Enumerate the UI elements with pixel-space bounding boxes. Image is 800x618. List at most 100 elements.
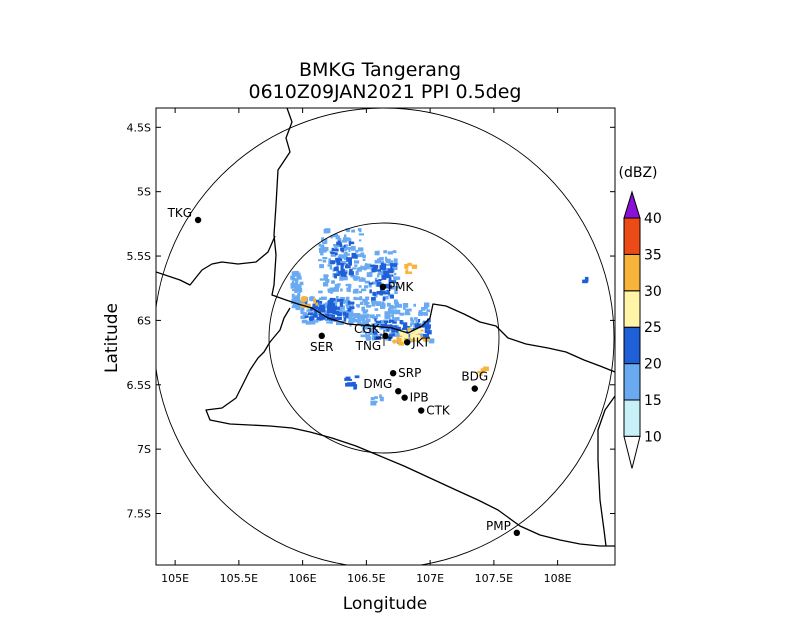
radar-echo-cell [329,265,333,270]
radar-echo-cell [343,245,346,248]
radar-echo-cell [362,325,368,330]
radar-echo-cell [344,237,351,241]
radar-echo-cell [315,299,320,304]
radar-echo-cell [352,267,357,270]
radar-echo-cell [348,271,354,276]
radar-echo-cell [391,287,395,290]
radar-echo-cell [477,370,481,374]
radar-echo-cell [362,266,365,269]
radar-echo-cell [309,320,316,325]
radar-echo-cell [393,326,398,330]
radar-echo-cell [322,257,328,260]
radar-echo-cell [325,278,330,283]
radar-echo-cell [418,311,424,316]
radar-echo-cell [323,228,329,234]
radar-echo-cell [399,320,403,325]
radar-echo-cell [403,322,408,327]
radar-echo-cell [324,311,328,314]
radar-echo-cell [382,297,386,301]
radar-echo-cell [333,244,337,247]
radar-echo-cell [374,259,378,264]
radar-echo-cell [408,328,415,331]
y-tick-label: 6S [137,314,151,327]
radar-echo-cell [370,397,375,401]
radar-echo-cell [392,321,397,324]
x-tick-label: 106E [289,572,317,585]
radar-echo-cell [348,317,354,322]
radar-echo-cell [355,297,361,301]
radar-echo-cell [382,295,389,300]
radar-echo-cell [350,275,356,278]
radar-echo-cell [319,278,326,281]
city-label-dmg: DMG [363,377,392,391]
x-axis-ticks: 105E 105.5E 106E 106.5E 107E 107.5E 108E [161,108,572,585]
radar-echo-cell [340,272,345,275]
radar-echo-cell [361,267,367,270]
colorbar-segment [623,399,641,437]
y-tick-label: 4.5S [127,121,151,134]
radar-echo-cell [423,338,430,342]
radar-echo-cell [384,283,390,289]
radar-echo-cell [381,275,387,280]
radar-echo-cell [359,296,363,301]
coastline-west-sumatra [156,235,276,286]
colorbar-over-triangle [623,190,641,219]
radar-echo-cell [331,314,335,320]
radar-echo-cell [323,247,329,252]
radar-echo-cell [320,244,325,248]
city-label-jkt: JKT [411,335,430,349]
radar-echo-cell [379,394,382,399]
radar-echo-cell [397,303,402,308]
radar-echo-cell [370,266,373,271]
radar-echo-cell [348,311,354,316]
colorbar-segment [623,326,641,365]
range-ring-100km [268,222,500,454]
radar-echo-cell [422,312,428,315]
radar-echo-cell [332,268,335,272]
radar-echo-cell [329,303,335,307]
plot-frame [155,107,616,566]
radar-echo-cell [404,264,409,269]
city-marker-cgk [382,332,389,340]
radar-echo-cell [314,309,317,314]
radar-echo-cell [405,269,409,275]
radar-echo-cell [355,271,359,276]
radar-echo-cell [388,307,391,310]
radar-echo-cell [428,324,431,329]
radar-echo-cell [341,305,344,309]
radar-echo-cell [340,265,344,271]
radar-echo-cell [354,264,358,267]
radar-echo-cell [315,320,319,323]
radar-echo-cell [401,337,405,342]
radar-echo-cell [414,317,418,320]
radar-echo-cell [380,320,384,325]
radar-echo-cell [358,267,362,270]
city-marker-ser [318,332,325,340]
radar-echo-cell [294,289,301,293]
radar-echo-cell [384,315,387,319]
radar-echo-cell [327,300,334,305]
radar-echo-cell [374,277,378,282]
radar-echo-cell [390,264,393,269]
radar-echo-cell [329,250,333,254]
radar-echo-cell [349,301,355,305]
radar-echo-cell [319,316,323,321]
x-tick-label: 106.5E [347,572,385,585]
radar-echo-cell [341,246,347,252]
radar-echo-cell [313,298,316,303]
radar-echo-cell [373,334,379,337]
radar-echo-cell [419,329,424,332]
radar-echo-cell [335,235,340,240]
radar-echo-cell [372,281,377,285]
radar-echo-cell [329,287,335,293]
radar-echo-cell [346,257,352,262]
radar-echo-cell [340,263,345,266]
radar-echo-cell [376,250,380,256]
radar-echo-cell [322,241,328,244]
radar-echo-cell [388,310,393,314]
radar-echo-cell [294,278,298,281]
radar-echo-cell [391,325,397,328]
radar-echo-cell [364,301,369,306]
radar-echo-cell [412,327,416,331]
radar-echo-cell [374,396,378,399]
